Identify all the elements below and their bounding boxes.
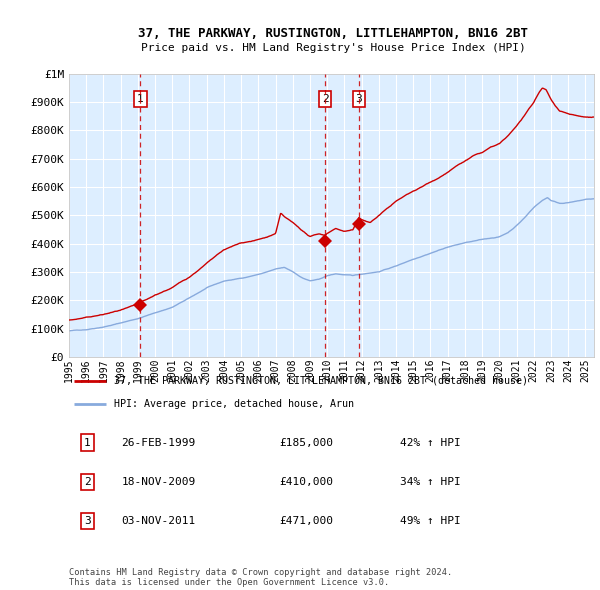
Text: 18-NOV-2009: 18-NOV-2009 bbox=[121, 477, 196, 487]
Text: 42% ↑ HPI: 42% ↑ HPI bbox=[400, 438, 461, 448]
Text: 37, THE PARKWAY, RUSTINGTON, LITTLEHAMPTON, BN16 2BT: 37, THE PARKWAY, RUSTINGTON, LITTLEHAMPT… bbox=[138, 27, 528, 40]
Text: 3: 3 bbox=[355, 94, 362, 104]
Text: 2: 2 bbox=[84, 477, 91, 487]
Text: 49% ↑ HPI: 49% ↑ HPI bbox=[400, 516, 461, 526]
Text: 37, THE PARKWAY, RUSTINGTON, LITTLEHAMPTON, BN16 2BT (detached house): 37, THE PARKWAY, RUSTINGTON, LITTLEHAMPT… bbox=[113, 376, 527, 386]
Text: 1: 1 bbox=[137, 94, 144, 104]
Text: 1: 1 bbox=[84, 438, 91, 448]
Text: 2: 2 bbox=[322, 94, 329, 104]
Text: £471,000: £471,000 bbox=[279, 516, 333, 526]
Text: HPI: Average price, detached house, Arun: HPI: Average price, detached house, Arun bbox=[113, 399, 353, 409]
Text: £410,000: £410,000 bbox=[279, 477, 333, 487]
Text: Price paid vs. HM Land Registry's House Price Index (HPI): Price paid vs. HM Land Registry's House … bbox=[140, 44, 526, 53]
Text: Contains HM Land Registry data © Crown copyright and database right 2024.
This d: Contains HM Land Registry data © Crown c… bbox=[69, 568, 452, 587]
Text: 34% ↑ HPI: 34% ↑ HPI bbox=[400, 477, 461, 487]
Text: 3: 3 bbox=[84, 516, 91, 526]
Text: 26-FEB-1999: 26-FEB-1999 bbox=[121, 438, 196, 448]
Text: £185,000: £185,000 bbox=[279, 438, 333, 448]
Text: 03-NOV-2011: 03-NOV-2011 bbox=[121, 516, 196, 526]
